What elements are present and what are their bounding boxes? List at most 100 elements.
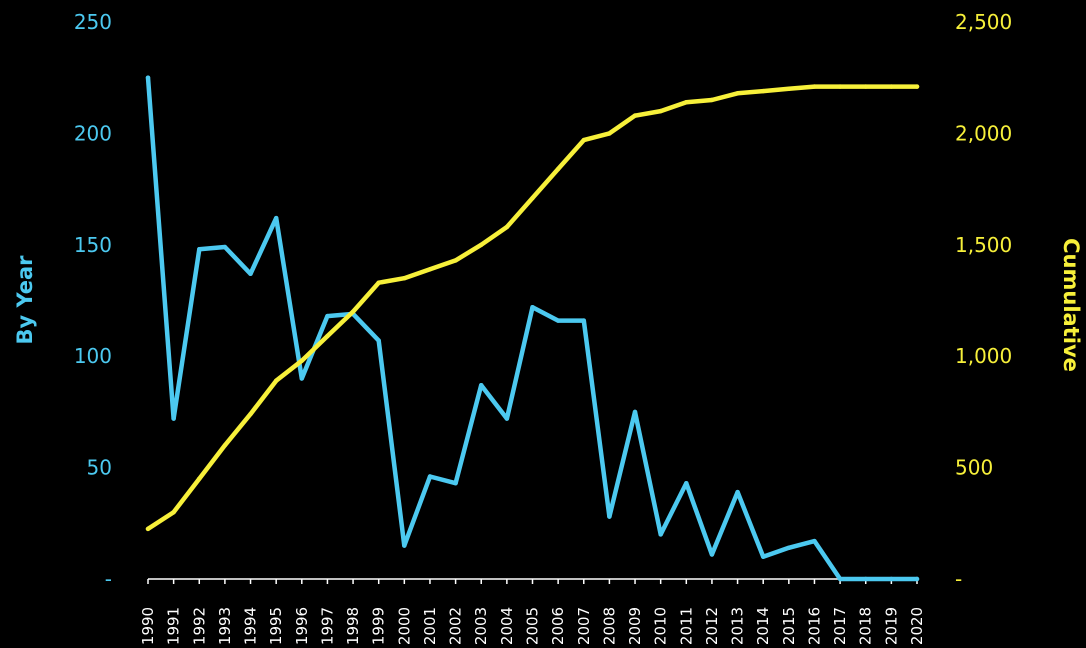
x-tick-label: 1998 — [344, 607, 362, 645]
right-tick-label: - — [955, 567, 962, 591]
x-tick-label: 1997 — [318, 607, 336, 645]
series-left-axis — [145, 75, 920, 582]
series-point — [325, 333, 330, 339]
x-tick-label: 1992 — [190, 607, 208, 645]
left-tick-label: 50 — [87, 456, 112, 480]
x-tick-label: 2011 — [677, 607, 695, 645]
x-tick-label: 2012 — [703, 607, 721, 645]
x-tick-label: 2002 — [447, 607, 465, 645]
series-point — [453, 480, 458, 486]
series-point — [350, 309, 356, 314]
x-tick-label: 2015 — [780, 607, 798, 645]
series-point — [632, 113, 638, 118]
series-point — [581, 318, 586, 323]
series-point — [735, 91, 740, 96]
left-tick-label: 250 — [74, 10, 112, 34]
series-line — [145, 75, 920, 582]
series-point — [248, 411, 253, 417]
series-point — [171, 509, 176, 515]
x-tick-label: 1991 — [165, 607, 183, 645]
series-point — [145, 526, 151, 532]
series-point — [248, 271, 253, 276]
right-tick-label: 1,000 — [955, 344, 1012, 368]
x-tick-label: 2017 — [831, 607, 849, 645]
series-point — [658, 532, 663, 537]
series-layer — [145, 75, 920, 582]
x-tick-label: 2014 — [754, 607, 772, 645]
x-tick-label: 2016 — [805, 607, 823, 645]
series-point — [197, 476, 202, 481]
series-point — [376, 338, 381, 343]
series-point — [504, 224, 510, 230]
series-point — [427, 474, 433, 479]
series-point — [427, 267, 433, 272]
right-tick-label: 2,500 — [955, 10, 1012, 34]
series-point — [325, 313, 330, 319]
series-point — [837, 84, 843, 89]
series-point — [709, 97, 715, 103]
x-tick-label: 1994 — [242, 607, 260, 645]
right-axis-title: Cumulative — [1059, 238, 1083, 372]
left-tick-label: 100 — [74, 344, 112, 368]
x-tick-label: 2000 — [395, 607, 413, 645]
series-point — [761, 88, 766, 94]
series-point — [837, 576, 843, 582]
series-point — [863, 576, 868, 582]
series-point — [453, 258, 458, 263]
x-tick-label: 2008 — [600, 607, 618, 645]
series-point — [145, 75, 151, 80]
series-point — [530, 195, 535, 201]
left-axis-title: By Year — [13, 255, 37, 345]
series-point — [222, 244, 228, 250]
series-point — [914, 576, 920, 582]
x-tick-label: 2004 — [498, 607, 516, 645]
series-point — [222, 443, 228, 448]
series-point — [889, 84, 894, 89]
series-point — [684, 480, 689, 486]
x-tick-label: 1996 — [293, 607, 311, 645]
series-point — [632, 409, 638, 415]
series-point — [171, 416, 176, 421]
series-point — [376, 280, 381, 285]
x-axis: 1990 1991 1992 1993 1994 1995 1996 1997 1998 1999… — [139, 578, 926, 645]
x-tick-label: 1999 — [370, 607, 388, 645]
series-point — [273, 378, 279, 383]
series-point — [658, 108, 663, 114]
series-point — [197, 247, 202, 252]
series-point — [786, 86, 792, 92]
series-point — [530, 304, 535, 310]
x-tick-label: 1995 — [267, 607, 285, 645]
left-axis: - 50 100 150 200 250 — [74, 10, 112, 591]
series-point — [479, 242, 484, 247]
series-point — [581, 137, 586, 143]
right-axis: - 500 1,000 1,500 2,000 2,500 — [955, 10, 1012, 591]
series-point — [479, 382, 484, 388]
left-tick-label: 150 — [74, 233, 112, 257]
series-point — [273, 215, 279, 221]
x-tick-label: 1993 — [216, 607, 234, 645]
series-point — [786, 545, 792, 551]
series-point — [914, 84, 920, 89]
series-point — [761, 554, 766, 559]
x-tick-label: 2003 — [472, 607, 490, 645]
series-point — [607, 131, 612, 136]
left-tick-label: - — [105, 567, 112, 591]
x-tick-label: 1990 — [139, 607, 157, 645]
series-point — [735, 489, 740, 495]
series-point — [555, 166, 561, 172]
series-point — [812, 538, 817, 544]
x-tick-label: 2019 — [882, 607, 900, 645]
series-point — [812, 84, 817, 89]
left-tick-label: 200 — [74, 121, 112, 145]
right-tick-label: 2,000 — [955, 121, 1012, 145]
series-right-axis — [145, 84, 920, 532]
x-tick-label: 2009 — [626, 607, 644, 645]
series-point — [863, 84, 868, 89]
x-tick-label: 2001 — [421, 607, 439, 645]
series-point — [607, 514, 612, 519]
series-point — [299, 358, 304, 363]
series-point — [684, 100, 689, 105]
series-point — [402, 276, 407, 281]
x-tick-label: 2018 — [857, 607, 875, 645]
